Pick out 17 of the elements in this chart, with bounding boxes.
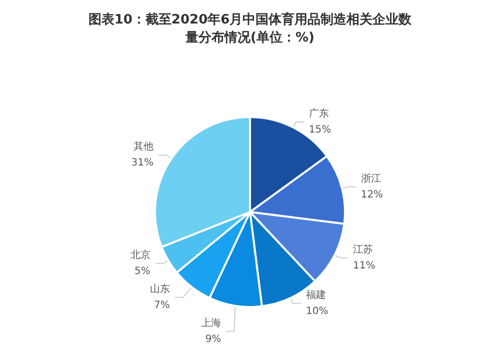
data-label: 31%	[131, 158, 154, 169]
data-label: 9%	[205, 334, 222, 345]
chart-title: 图表10：截至2020年6月中国体育用品制造相关企业数量分布情况(单位：%)	[88, 12, 413, 46]
data-label: 11%	[352, 260, 376, 272]
slice-label: 山东	[150, 282, 170, 295]
data-label: 12%	[360, 189, 384, 200]
slice-label: 其他	[133, 140, 154, 153]
data-label: 10%	[306, 306, 328, 317]
slice-label: 浙江	[360, 172, 381, 184]
data-label: 7%	[154, 300, 170, 311]
slice-label: 江苏	[352, 243, 373, 256]
data-label: 15%	[308, 124, 332, 136]
slice-label: 广东	[308, 108, 329, 120]
slice-label: 福建	[306, 288, 326, 301]
data-label: 5%	[134, 266, 150, 277]
slice-label: 上海	[201, 316, 222, 329]
slice-label: 北京	[130, 248, 150, 261]
